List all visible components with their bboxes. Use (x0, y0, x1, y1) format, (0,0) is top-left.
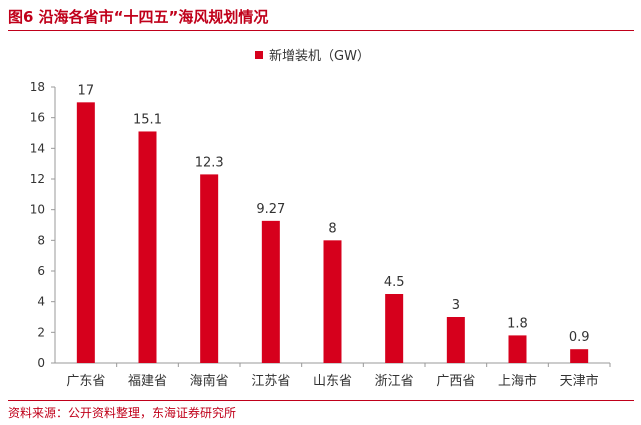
x-tick-label: 山东省 (313, 374, 352, 389)
y-tick-label: 8 (37, 233, 45, 247)
bar (261, 220, 280, 363)
data-label: 12.3 (195, 155, 224, 170)
bar (508, 335, 527, 363)
y-tick-label: 6 (37, 264, 45, 278)
legend-label: 新增装机（GW） (269, 49, 370, 64)
data-label: 17 (78, 83, 95, 98)
bar (385, 294, 404, 363)
y-tick-label: 0 (37, 356, 45, 370)
y-tick-label: 2 (37, 325, 45, 339)
x-tick-label: 福建省 (128, 374, 167, 389)
bar (570, 349, 589, 363)
bar (446, 317, 465, 363)
y-tick-label: 18 (30, 80, 45, 94)
bar (76, 102, 95, 363)
y-tick-label: 4 (37, 295, 45, 309)
x-tick-label: 海南省 (190, 373, 229, 389)
y-tick-label: 10 (30, 203, 45, 217)
data-label: 4.5 (384, 275, 405, 290)
source-note: 资料来源：公开资料整理，东海证券研究所 (8, 406, 237, 420)
y-tick-label: 14 (30, 141, 45, 155)
x-tick-label: 浙江省 (375, 374, 414, 389)
legend-swatch (255, 50, 263, 59)
data-label: 0.9 (569, 330, 590, 345)
x-tick-label: 广东省 (66, 374, 105, 389)
bar (200, 174, 219, 363)
data-label: 3 (452, 298, 460, 313)
x-tick-label: 广西省 (436, 374, 475, 389)
y-tick-label: 16 (30, 111, 45, 125)
bar-chart: 0 2 4 6 8 10 12 14 16 18 17 广东省 15.1 福建省 12.3 海南省 9.27 江苏… (30, 80, 611, 389)
x-tick-label: 天津市 (560, 373, 599, 389)
legend: 新增装机（GW） (255, 45, 370, 64)
data-label: 1.8 (507, 316, 528, 331)
bar (323, 240, 342, 363)
data-label: 15.1 (133, 112, 162, 127)
data-label: 8 (328, 221, 336, 236)
bar (138, 131, 157, 363)
title-divider (8, 30, 634, 31)
x-tick-label: 江苏省 (251, 373, 290, 389)
source-divider (8, 400, 634, 401)
figure-title: 图6 沿海各省市“十四五”海风规划情况 (8, 8, 269, 26)
x-tick-label: 上海市 (498, 373, 537, 389)
y-tick-label: 12 (30, 172, 45, 186)
data-label: 9.27 (256, 202, 285, 217)
